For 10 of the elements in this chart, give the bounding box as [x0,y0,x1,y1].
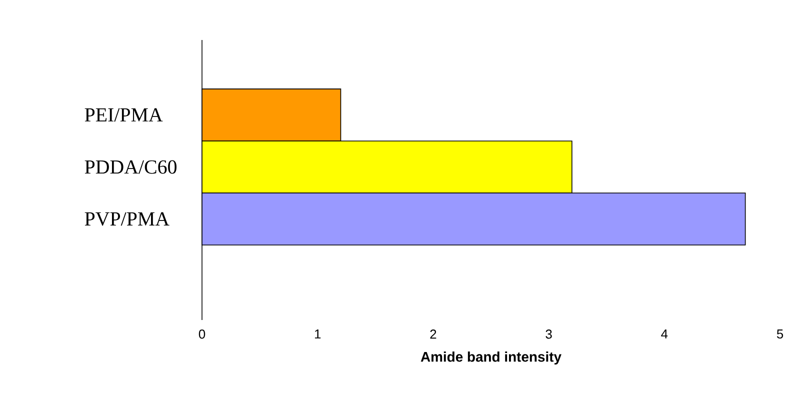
y-tick-label: PEI/PMA [84,108,163,122]
x-tick-label: 1 [314,330,321,338]
x-axis-title: Amide band intensity [420,352,562,365]
x-tick-label: 4 [661,330,668,338]
x-tick-label: 5 [776,330,784,339]
y-tick-label: PDDA/C60 [84,160,176,174]
x-tick-label: 3 [546,330,552,339]
x-tick-label: 0 [198,330,206,339]
x-tick-label: 2 [430,330,436,339]
y-tick-label: PVP/PMA [84,212,170,226]
